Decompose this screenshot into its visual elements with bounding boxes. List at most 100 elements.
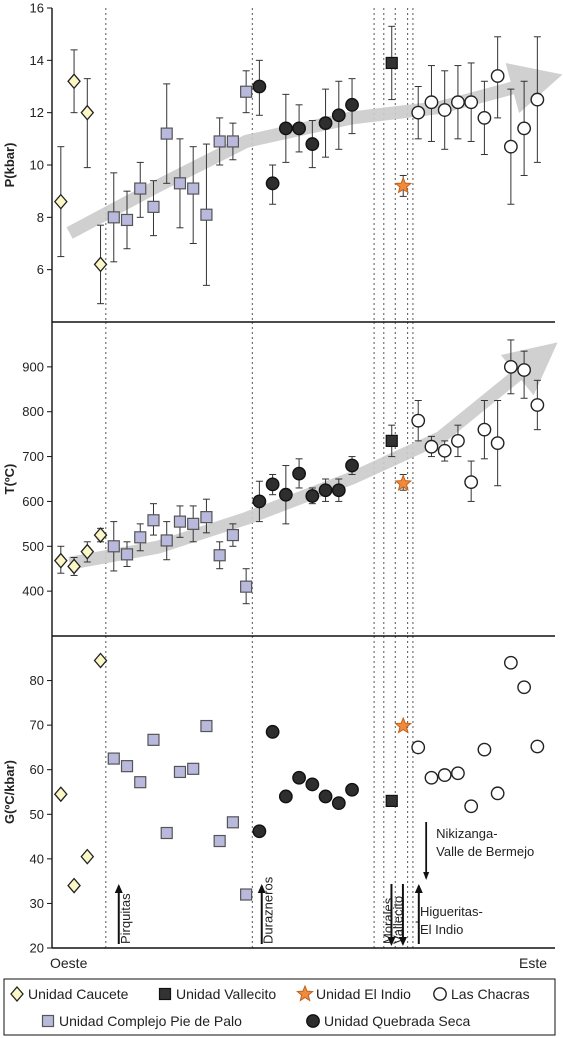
data-point [134, 776, 147, 789]
zone-arrowhead [387, 937, 396, 946]
legend-label: Unidad Caucete [28, 986, 129, 1002]
data-point [437, 443, 452, 458]
data-point [517, 680, 532, 695]
data-point [107, 752, 120, 765]
data-point [305, 137, 320, 151]
x-axis-label-left: Oeste [50, 955, 88, 971]
callout-label: El Indio [420, 922, 463, 937]
zone-label: Durazneros [261, 876, 276, 944]
data-point [437, 768, 452, 782]
legend-label: Unidad El Indio [316, 986, 411, 1002]
data-point [213, 549, 226, 562]
data-point [252, 494, 267, 509]
data-point [240, 85, 253, 98]
data-point [437, 103, 452, 117]
legend-marker [296, 984, 314, 1002]
y-tick-label: 6 [37, 262, 44, 277]
data-point [451, 766, 465, 781]
data-point [385, 794, 398, 808]
data-point [147, 200, 160, 213]
zone-labels: Pirquitas Durazneros MoralesVallecitoNikiz… [114, 822, 534, 946]
y-tick-label: 700 [22, 449, 44, 464]
panel-p: 6 8 10 12 14 16 P(kbar) [2, 1, 563, 322]
y-tick-label: 60 [30, 762, 44, 777]
data-point [385, 56, 398, 70]
legend-marker [41, 1014, 55, 1028]
y-axis-label: G(ºC/kbar) [2, 760, 17, 824]
y-tick-label: 30 [30, 896, 44, 911]
zone-arrowhead [257, 884, 266, 893]
y-axis-label: P(kbar) [2, 143, 17, 188]
data-point [345, 782, 359, 797]
data-point [503, 359, 518, 374]
data-point [331, 796, 346, 811]
data-point [424, 770, 439, 785]
y-tick-label: 900 [22, 359, 44, 374]
y-tick-label: 50 [30, 807, 44, 822]
callout-label: Nikizanga- [436, 826, 497, 841]
data-point [411, 105, 426, 120]
data-point [345, 458, 359, 473]
legend: Unidad Caucete Unidad Vallecito Unidad El … [3, 978, 556, 1036]
data-point [477, 742, 492, 757]
trend-arrow [68, 342, 558, 570]
data-point [187, 517, 200, 530]
data-point [411, 740, 426, 755]
y-tick-label: 14 [30, 53, 44, 68]
legend-marker [158, 987, 172, 1001]
data-point [107, 211, 120, 224]
data-point [265, 477, 280, 492]
data-point [67, 877, 81, 894]
data-point [394, 474, 413, 492]
data-point [424, 95, 439, 110]
data-point [120, 213, 134, 227]
data-point [451, 433, 465, 448]
data-point [451, 95, 465, 110]
data-point [305, 777, 320, 792]
data-point [503, 139, 518, 154]
data-point [394, 716, 413, 734]
data-point [80, 848, 95, 865]
callout-label: Higueritas- [420, 904, 483, 919]
data-point [530, 92, 545, 107]
data-point [134, 531, 147, 544]
data-point [265, 724, 280, 739]
legend-label: Las Chacras [451, 986, 530, 1002]
data-point [213, 135, 226, 148]
data-point [530, 739, 545, 754]
data-point [292, 121, 306, 136]
data-point [187, 762, 200, 775]
y-tick-label: 500 [22, 539, 44, 554]
y-tick-label: 20 [30, 941, 44, 956]
legend-marker [306, 1014, 320, 1028]
data-point [278, 789, 293, 804]
panel-g: 20 30 40 50 60 70 80 G(ºC/kbar) [2, 636, 545, 956]
data-point [331, 108, 346, 123]
data-point [278, 121, 293, 136]
data-point [213, 834, 226, 848]
data-point [345, 97, 359, 112]
data-point [240, 888, 253, 901]
x-axis-label-right: Este [519, 955, 547, 971]
data-point [53, 786, 68, 803]
data-point [67, 558, 81, 575]
data-point [292, 466, 306, 481]
legend-label: Unidad Complejo Pie de Palo [59, 1013, 242, 1029]
legend-marker [10, 986, 24, 1002]
data-point [160, 826, 173, 840]
y-tick-label: 800 [22, 404, 44, 419]
data-point [517, 363, 532, 377]
data-point [517, 121, 532, 136]
y-tick-label: 16 [30, 1, 44, 16]
data-point [147, 514, 160, 527]
data-point [464, 95, 479, 110]
data-point [80, 104, 95, 121]
y-tick-label: 600 [22, 494, 44, 509]
data-point [305, 489, 320, 503]
data-point [318, 789, 333, 804]
data-point [331, 483, 346, 498]
data-point [187, 182, 200, 195]
data-point [318, 483, 333, 498]
data-point [200, 208, 213, 221]
